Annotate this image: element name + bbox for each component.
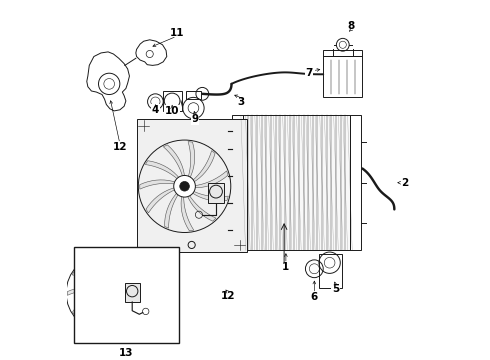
Bar [225,228,227,232]
Text: 8: 8 [347,21,355,31]
Polygon shape [140,180,176,189]
Bar [323,50,362,57]
Polygon shape [181,195,194,231]
Circle shape [180,181,189,191]
Polygon shape [73,294,98,315]
Circle shape [96,284,114,302]
Polygon shape [88,298,100,328]
Polygon shape [165,192,179,228]
Text: 9: 9 [192,114,199,125]
Polygon shape [101,300,112,330]
Polygon shape [111,263,130,290]
Polygon shape [72,272,100,287]
Polygon shape [87,258,104,285]
Polygon shape [192,150,215,183]
Polygon shape [192,191,228,201]
Circle shape [174,175,196,197]
Text: 1: 1 [282,262,290,272]
Polygon shape [146,188,176,213]
Text: 11: 11 [170,28,184,38]
Polygon shape [110,297,141,305]
Polygon shape [112,280,141,294]
Text: 6: 6 [311,292,318,302]
Text: 7: 7 [305,68,313,78]
Text: 13: 13 [119,348,133,358]
Polygon shape [146,161,180,180]
Polygon shape [188,141,195,179]
Bar [137,119,247,252]
Bar [319,254,342,288]
Bar [125,283,140,302]
Polygon shape [187,194,216,221]
Text: 2: 2 [401,179,409,188]
Bar [74,247,178,343]
Bar [208,184,224,203]
Text: 5: 5 [332,284,339,294]
Text: 12: 12 [113,142,127,152]
Bar [186,91,200,99]
Bar [225,129,227,134]
Bar [350,115,361,250]
Polygon shape [107,300,131,322]
Text: 10: 10 [165,106,179,116]
Bar [243,115,350,250]
Polygon shape [67,288,98,295]
Bar [225,201,227,205]
Text: 3: 3 [237,96,245,107]
Bar [323,57,362,98]
Bar [163,91,182,111]
Polygon shape [107,256,113,287]
Bar [232,115,243,250]
Polygon shape [194,171,228,188]
Text: 12: 12 [220,291,235,301]
Polygon shape [163,145,185,177]
Bar [225,174,227,178]
Bar [225,147,227,151]
Text: 4: 4 [152,105,159,115]
Circle shape [100,289,109,297]
